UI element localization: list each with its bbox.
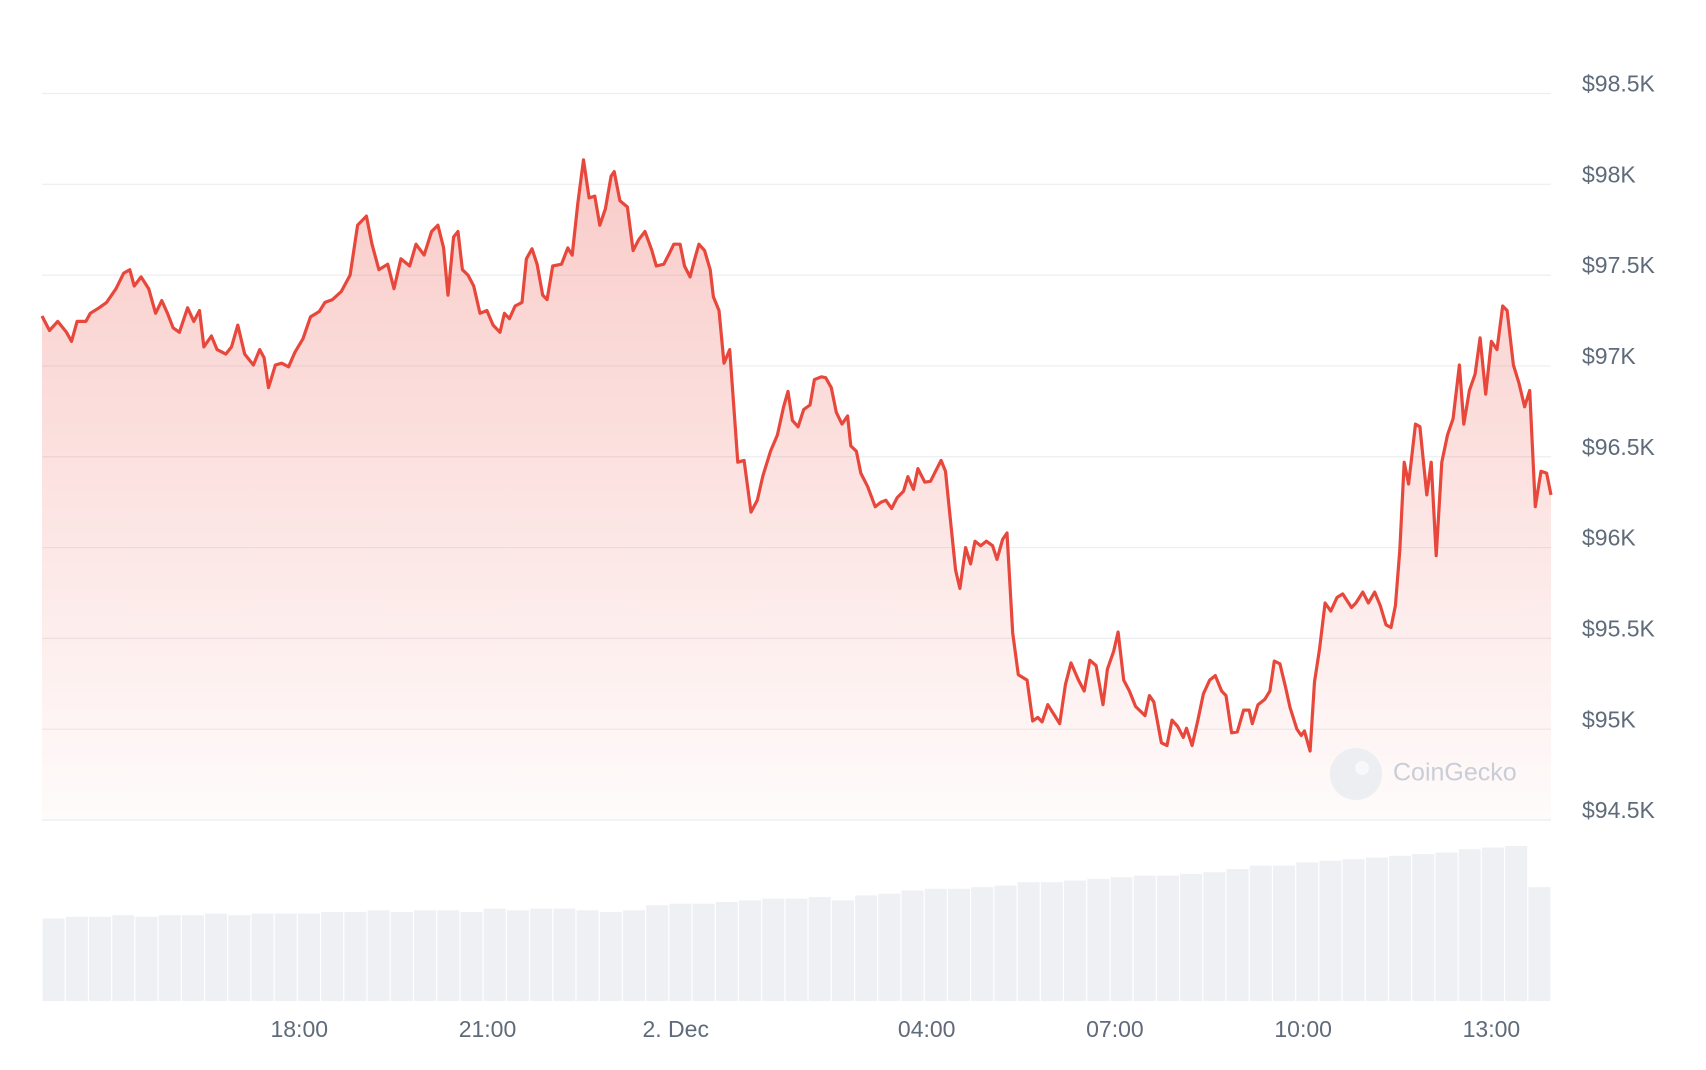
volume-bar	[739, 900, 762, 1001]
volume-bar	[1505, 845, 1528, 1001]
volume-bar	[1226, 869, 1249, 1001]
volume-bar	[599, 911, 622, 1001]
volume-bar	[576, 910, 599, 1001]
volume-bar	[1412, 854, 1435, 1001]
volume-bar	[414, 910, 437, 1001]
volume-bar	[1273, 865, 1296, 1001]
volume-bar	[762, 898, 785, 1001]
volume-bar	[669, 903, 692, 1001]
volume-bar	[924, 888, 947, 1001]
volume-bar	[42, 918, 65, 1001]
volume-bar	[1389, 855, 1412, 1001]
volume-bar	[971, 887, 994, 1001]
volume-bar	[1296, 862, 1319, 1001]
y-tick-label: $96K	[1582, 525, 1636, 551]
x-tick-label: 04:00	[898, 1016, 956, 1042]
volume-bar	[228, 915, 251, 1001]
volume-bar	[1133, 875, 1156, 1001]
volume-bar	[692, 903, 715, 1001]
x-tick-label: 07:00	[1086, 1016, 1144, 1042]
volume-bar	[89, 916, 112, 1001]
watermark-text: CoinGecko	[1393, 759, 1517, 787]
volume-bar	[321, 911, 344, 1001]
volume-bar	[1342, 859, 1365, 1001]
y-tick-label: $97K	[1582, 343, 1636, 369]
y-tick-label: $95.5K	[1582, 615, 1656, 641]
price-line	[40, 158, 1553, 753]
volume-bar	[251, 913, 274, 1001]
volume-bar	[994, 885, 1017, 1001]
volume-bar	[1040, 882, 1063, 1001]
volume-bar	[1249, 865, 1272, 1001]
volume-bar	[715, 902, 738, 1001]
volume-bar	[785, 898, 808, 1001]
volume-bar	[1528, 887, 1551, 1001]
volume-bar	[437, 910, 460, 1001]
volume-bar	[1365, 857, 1388, 1001]
watermark-logo-eye	[1355, 761, 1369, 775]
volume-bar	[506, 910, 529, 1001]
y-tick-label: $95K	[1582, 706, 1636, 732]
volume-bar	[274, 913, 297, 1001]
volume-bar	[948, 888, 971, 1001]
volume-bar	[1156, 875, 1179, 1001]
volume-bar	[297, 913, 320, 1001]
volume-bar	[367, 910, 390, 1001]
volume-bar	[1481, 847, 1504, 1001]
watermark: CoinGecko	[1330, 748, 1517, 800]
volume-bar	[622, 910, 645, 1001]
volume-bar	[646, 905, 669, 1001]
y-tick-label: $96.5K	[1582, 434, 1656, 460]
y-tick-label: $97.5K	[1582, 252, 1656, 278]
volume-bar	[1017, 882, 1040, 1001]
volume-bar	[1203, 872, 1226, 1001]
x-tick-label: 2. Dec	[642, 1016, 708, 1042]
volume-bar	[831, 900, 854, 1001]
volume-bar	[135, 916, 158, 1001]
volume-bar	[553, 908, 576, 1001]
price-area	[42, 159, 1551, 821]
volume-bar	[483, 908, 506, 1001]
x-tick-label: 21:00	[459, 1016, 517, 1042]
volume-bar	[158, 915, 181, 1001]
y-tick-label: $98.5K	[1582, 71, 1656, 97]
x-tick-label: 10:00	[1274, 1016, 1332, 1042]
volume-bar	[878, 893, 901, 1001]
volume-bar	[901, 890, 924, 1001]
volume-bar	[390, 911, 413, 1001]
volume-bar	[112, 915, 135, 1001]
watermark-logo	[1330, 748, 1382, 800]
volume-bar	[1319, 860, 1342, 1001]
y-tick-label: $98K	[1582, 161, 1636, 187]
volume-bar	[1435, 852, 1458, 1001]
volume-bar	[1180, 873, 1203, 1001]
volume-bar	[205, 913, 228, 1001]
volume-bar	[808, 897, 831, 1001]
volume-bar	[855, 895, 878, 1001]
y-tick-label: $94.5K	[1582, 797, 1656, 823]
volume-bar	[65, 916, 88, 1001]
volume-bar	[181, 915, 204, 1001]
volume-bar	[530, 908, 553, 1001]
volume-bar	[344, 911, 367, 1001]
volume-bar	[1064, 880, 1087, 1001]
volume-bar	[1110, 877, 1133, 1001]
volume-bar	[1458, 849, 1481, 1001]
x-tick-label: 18:00	[270, 1016, 328, 1042]
x-tick-label: 13:00	[1463, 1016, 1521, 1042]
volume-bar	[460, 911, 483, 1001]
volume-bar	[1087, 878, 1110, 1001]
